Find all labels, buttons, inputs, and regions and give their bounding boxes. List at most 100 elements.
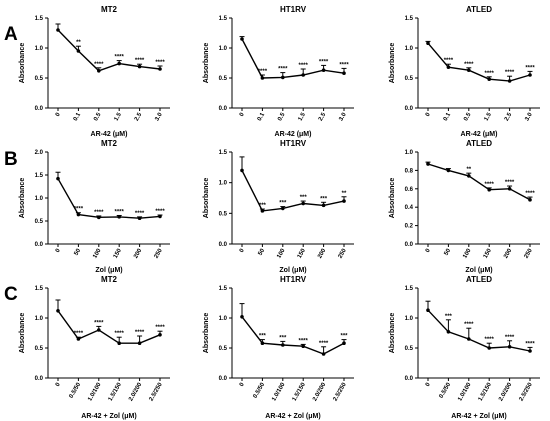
significance-label: *** — [320, 196, 328, 202]
y-tick-label: 1.0 — [35, 196, 44, 202]
y-tick-label: 0.0 — [219, 376, 228, 382]
x-axis-label: AR-42 + Zol (μM) — [265, 413, 320, 420]
x-tick-label: 150 — [113, 247, 124, 259]
significance-label: **** — [505, 70, 515, 76]
significance-label: **** — [505, 335, 515, 341]
y-axis-label: Absorbance — [19, 313, 26, 354]
data-point — [446, 65, 451, 69]
data-point — [56, 176, 60, 181]
panel-title: ATLED — [466, 275, 492, 284]
y-tick-label: 1.0 — [35, 316, 44, 322]
significance-label: **** — [74, 207, 84, 213]
y-tick-label: 1.5 — [35, 173, 44, 179]
data-point — [97, 69, 101, 73]
y-tick-label: 0.5 — [219, 346, 228, 352]
data-point — [528, 198, 532, 202]
x-tick-label: 1.0/100 — [271, 381, 287, 402]
x-tick-label: 1.0/100 — [457, 381, 473, 402]
x-tick-label: 2.0/200 — [312, 381, 328, 402]
significance-label: **** — [94, 210, 104, 216]
significance-label: **** — [525, 191, 535, 197]
data-point — [240, 315, 244, 319]
data-point — [158, 67, 162, 71]
panel-title: MT2 — [101, 275, 118, 284]
y-tick-label: 0.2 — [405, 224, 414, 230]
y-tick-label: 1.5 — [219, 150, 228, 156]
data-point — [137, 64, 142, 69]
y-tick-label: 0.8 — [405, 168, 414, 174]
y-tick-label: 0.5 — [35, 346, 44, 352]
data-point — [301, 201, 306, 206]
data-point — [507, 79, 512, 83]
data-point — [446, 330, 451, 334]
x-tick-label: 0 — [239, 381, 246, 387]
data-point — [467, 174, 471, 178]
x-axis-label: Zol (μM) — [95, 267, 122, 274]
x-tick-label: 1.0/100 — [87, 381, 103, 402]
significance-label: **** — [299, 338, 309, 344]
x-tick-label: 0 — [425, 247, 432, 253]
data-point — [240, 168, 244, 173]
x-tick-label: 2.5 — [134, 111, 144, 122]
significance-label: *** — [279, 335, 287, 341]
y-tick-label: 0.0 — [35, 376, 44, 382]
significance-label: **** — [115, 209, 125, 215]
x-tick-label: 0.1 — [443, 111, 453, 122]
series-line — [427, 163, 531, 201]
y-tick-label: 1.0 — [219, 316, 228, 322]
panel-title: HT1RV — [280, 5, 307, 14]
y-tick-label: 1.0 — [35, 46, 44, 52]
significance-label: **** — [155, 60, 165, 66]
y-tick-label: 0.0 — [219, 106, 228, 112]
significance-label: *** — [300, 195, 308, 201]
data-point — [56, 28, 60, 32]
data-point — [281, 75, 285, 80]
data-point — [426, 162, 430, 166]
data-point — [97, 328, 101, 332]
x-tick-label: 3.0 — [154, 111, 164, 122]
y-axis-label: Absorbance — [389, 178, 396, 219]
significance-label: **** — [485, 182, 495, 188]
panel-title: MT2 — [101, 139, 118, 148]
y-tick-label: 0.5 — [405, 76, 414, 82]
x-tick-label: 0.5 — [93, 111, 103, 122]
data-point — [97, 215, 101, 220]
data-point — [507, 345, 512, 349]
data-point — [240, 37, 244, 41]
y-tick-label: 1.0 — [405, 46, 414, 52]
x-tick-label: 0.5/50 — [439, 381, 453, 399]
x-tick-label: 0 — [239, 247, 246, 253]
x-tick-label: 0 — [425, 111, 432, 117]
x-tick-label: 2.5/250 — [519, 381, 535, 402]
significance-label: **** — [94, 320, 104, 326]
data-point — [56, 309, 60, 313]
chart-panel: MT2 Absorbance 0.0 0.5 1.0 1.5 2.0 0 50 100 150 200… — [19, 139, 170, 274]
significance-label: **** — [485, 71, 495, 77]
x-tick-label: 0.5/50 — [253, 381, 267, 399]
data-point — [117, 61, 121, 66]
x-tick-label: 250 — [338, 247, 349, 259]
chart-panel: MT2 Absorbance 0.0 0.5 1.0 1.5 0 0.5/50 1.0/100 1… — [19, 275, 170, 420]
y-tick-label: 1.5 — [219, 16, 228, 22]
data-point — [321, 203, 326, 208]
chart-panel: ATLED Absorbance 0.0 0.2 0.4 0.6 0.8 1.0 0 50 100 1… — [389, 139, 540, 274]
significance-label: **** — [155, 209, 165, 215]
significance-label: **** — [505, 180, 515, 186]
significance-label: ** — [342, 191, 347, 197]
data-point — [342, 341, 346, 346]
y-tick-label: 1.5 — [35, 16, 44, 22]
x-tick-label: 250 — [154, 247, 165, 259]
y-tick-label: 0.0 — [405, 376, 414, 382]
x-tick-label: 0 — [55, 247, 62, 253]
y-tick-label: 1.5 — [405, 286, 414, 292]
panel-title: HT1RV — [280, 275, 307, 284]
data-point — [281, 206, 285, 211]
significance-label: **** — [525, 341, 535, 347]
x-tick-label: 0.1 — [257, 111, 267, 122]
y-tick-label: 1.5 — [405, 16, 414, 22]
series-line — [427, 42, 531, 82]
significance-label: **** — [258, 69, 268, 75]
chart-panel: HT1RV Absorbance 0.0 0.5 1.0 1.5 0 50 100 150 200 2… — [203, 139, 354, 274]
x-tick-label: 100 — [462, 247, 473, 259]
x-tick-label: 0.5 — [277, 111, 287, 122]
